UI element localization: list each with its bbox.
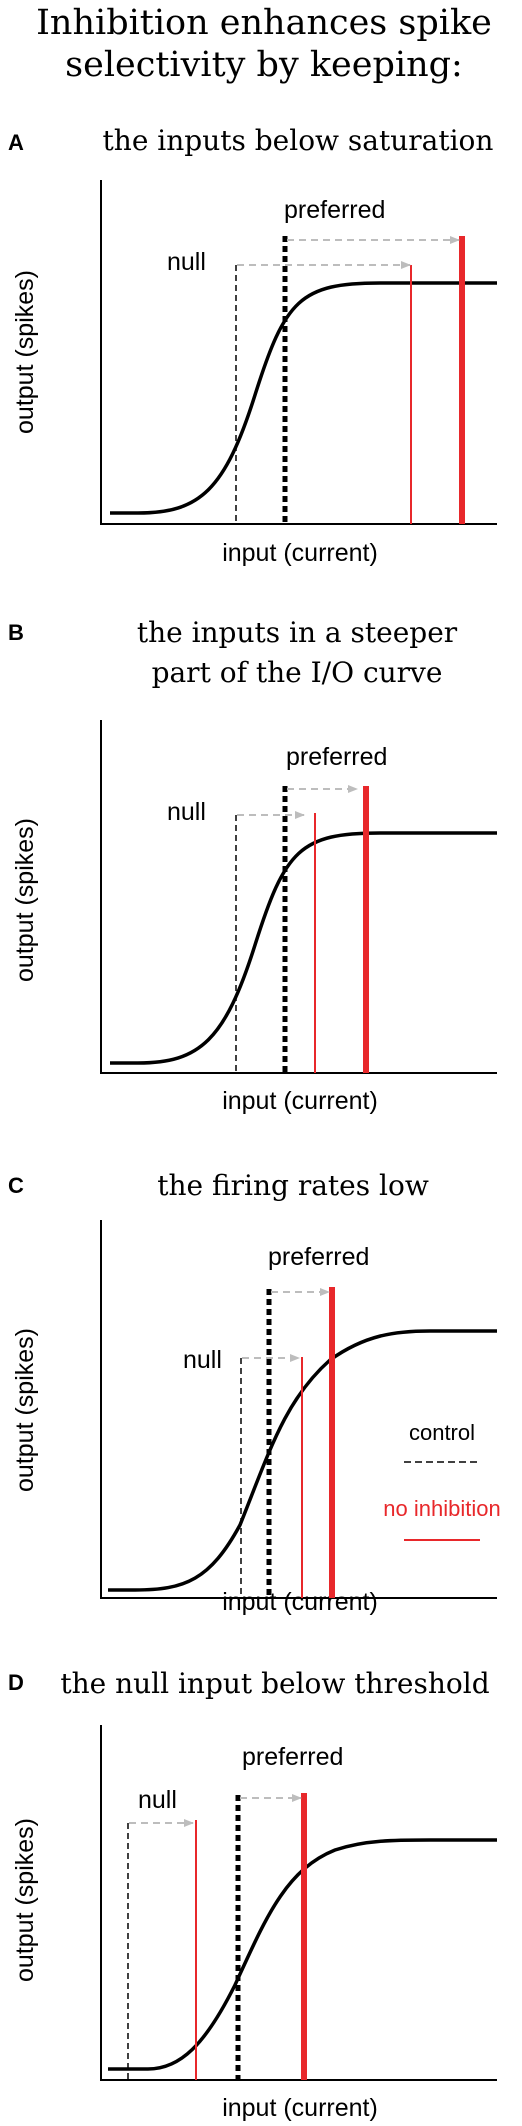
io-curve [110, 281, 497, 515]
axes [100, 180, 497, 525]
legend-no-inhibition-label: no inhibition [383, 1496, 500, 1521]
panel-b: B the inputs in a steeper part of the I/… [8, 616, 497, 1115]
panel-c: C the firing rates low output (spikes) i… [8, 1169, 501, 1616]
preferred-label: preferred [286, 743, 387, 771]
panel-letter: A [8, 130, 24, 155]
axes [100, 720, 497, 1074]
x-axis-label: input (current) [222, 1588, 378, 1616]
y-axis-label: output (spikes) [11, 270, 39, 434]
y-axis-label: output (spikes) [11, 818, 39, 982]
legend: control no inhibition [383, 1420, 501, 1541]
null-label: null [167, 798, 206, 826]
axes [100, 1725, 497, 2081]
axes [100, 1220, 497, 1599]
preferred-label: preferred [268, 1243, 369, 1271]
x-axis-label: input (current) [222, 1087, 378, 1115]
x-axis-label: input (current) [222, 2094, 378, 2122]
panel-subtitle-line2: part of the I/O curve [152, 656, 443, 689]
null-label: null [167, 248, 206, 276]
x-axis-label: input (current) [222, 539, 378, 567]
preferred-label: preferred [284, 196, 385, 224]
panel-a: A the inputs below saturation output (sp… [8, 124, 497, 567]
panel-letter: C [8, 1173, 24, 1198]
panel-letter: B [8, 620, 24, 645]
panel-letter: D [8, 1670, 24, 1695]
io-curve [110, 831, 497, 1065]
figure-title-line2: selectivity by keeping: [65, 45, 463, 85]
null-label: null [183, 1346, 222, 1374]
preferred-label: preferred [242, 1743, 343, 1771]
y-axis-label: output (spikes) [11, 1818, 39, 1982]
legend-control-label: control [409, 1420, 475, 1445]
panel-subtitle-line1: the firing rates low [157, 1169, 429, 1202]
y-axis-label: output (spikes) [11, 1328, 39, 1492]
panel-subtitle-line1: the inputs below saturation [103, 124, 494, 157]
panel-d: D the null input below threshold output … [8, 1667, 497, 2122]
panel-subtitle-line1: the null input below threshold [60, 1667, 489, 1700]
io-curve [108, 1838, 497, 2071]
panel-subtitle-line1: the inputs in a steeper [137, 616, 458, 649]
figure-title-line1: Inhibition enhances spike [36, 3, 492, 43]
io-curve [108, 1329, 497, 1592]
null-label: null [138, 1786, 177, 1814]
